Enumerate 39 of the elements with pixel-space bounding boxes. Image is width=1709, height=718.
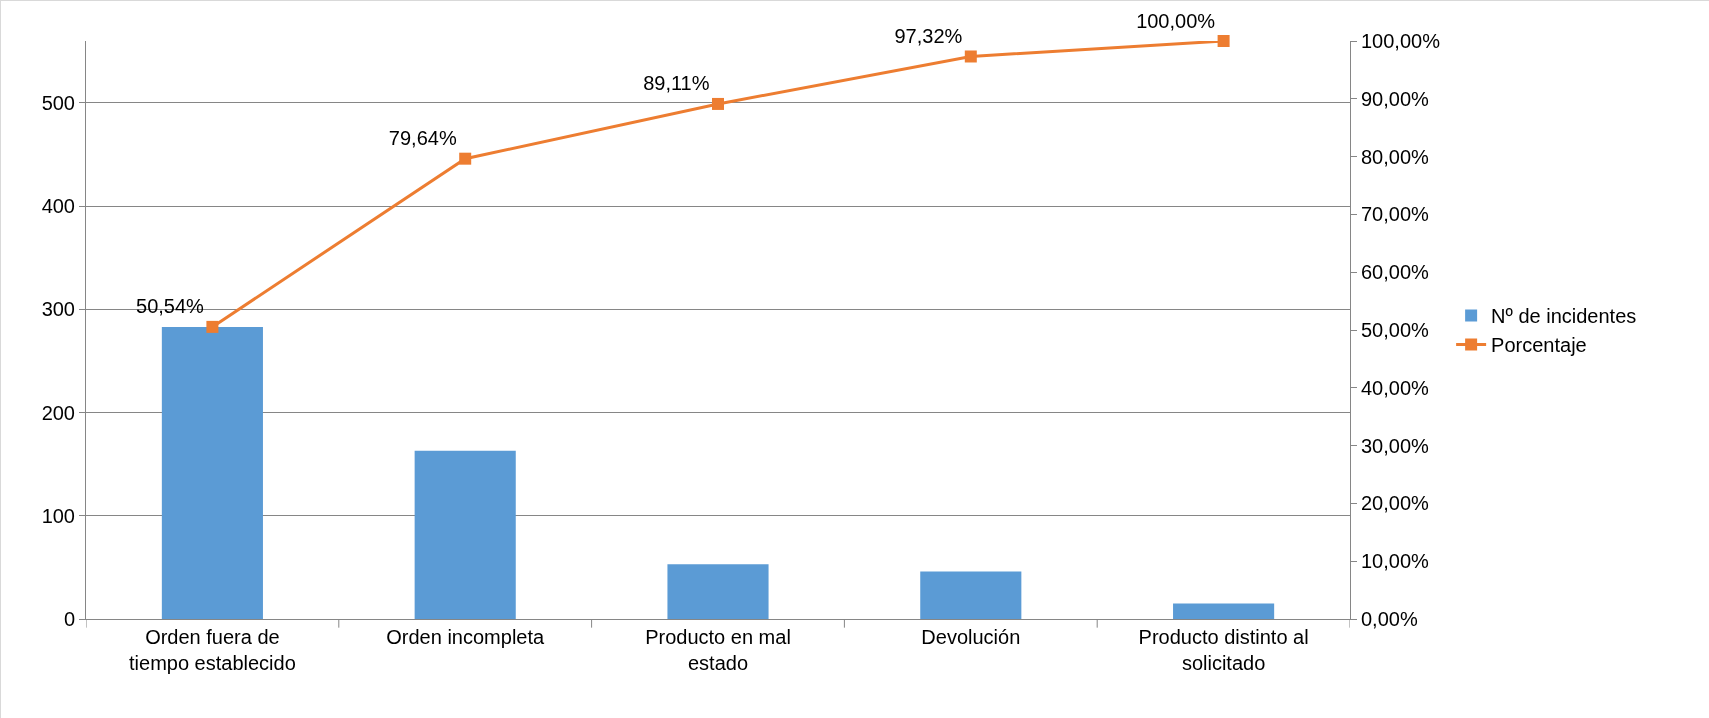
legend-label: Nº de incidentes xyxy=(1491,305,1637,328)
point xyxy=(206,320,219,333)
y-tick-label: 500 xyxy=(41,91,75,114)
x-tick-label: Producto en mal estado xyxy=(645,626,791,674)
bar xyxy=(161,326,263,619)
y2-tick-label: 90,00% xyxy=(1361,87,1430,110)
data-label: 50,54% xyxy=(136,295,205,318)
bar xyxy=(920,571,1022,619)
data-label: 79,64% xyxy=(388,127,457,150)
point xyxy=(459,152,472,165)
data-label: 100,00% xyxy=(1136,9,1216,32)
x-tick-label: Orden fuera de tiempo establecido xyxy=(129,626,296,674)
x-tick-label: Producto distinto al solicitado xyxy=(1138,626,1309,674)
point xyxy=(964,50,977,63)
x-tick-label: Orden incompleta xyxy=(386,626,545,648)
y-tick-label: 200 xyxy=(41,401,75,424)
y2-tick-label: 0,00% xyxy=(1361,608,1418,630)
y2-tick-label: 20,00% xyxy=(1361,492,1430,515)
bar xyxy=(1173,603,1275,619)
y2-tick-label: 50,00% xyxy=(1361,319,1430,341)
y2-tick-label: 40,00% xyxy=(1361,376,1430,399)
y-tick-label: 0 xyxy=(63,608,75,630)
bar xyxy=(667,564,769,619)
y2-tick-label: 60,00% xyxy=(1361,261,1430,284)
point xyxy=(712,97,724,110)
y2-tick-label: 70,00% xyxy=(1361,203,1430,226)
data-label: 89,11% xyxy=(643,72,710,95)
y-tick-label: 300 xyxy=(41,298,75,321)
y2-tick-label: 100,00% xyxy=(1361,30,1441,52)
bar xyxy=(414,450,516,619)
y2-tick-label: 30,00% xyxy=(1361,434,1430,457)
data-label: 97,32% xyxy=(894,24,963,47)
y2-tick-label: 80,00% xyxy=(1361,145,1430,168)
x-tick-label: Devolución xyxy=(921,626,1021,648)
y-tick-label: 100 xyxy=(41,504,75,527)
y-tick-label: 400 xyxy=(41,195,75,218)
legend-label: Porcentaje xyxy=(1491,334,1587,357)
point xyxy=(1217,35,1230,47)
y2-tick-label: 10,00% xyxy=(1361,550,1430,573)
